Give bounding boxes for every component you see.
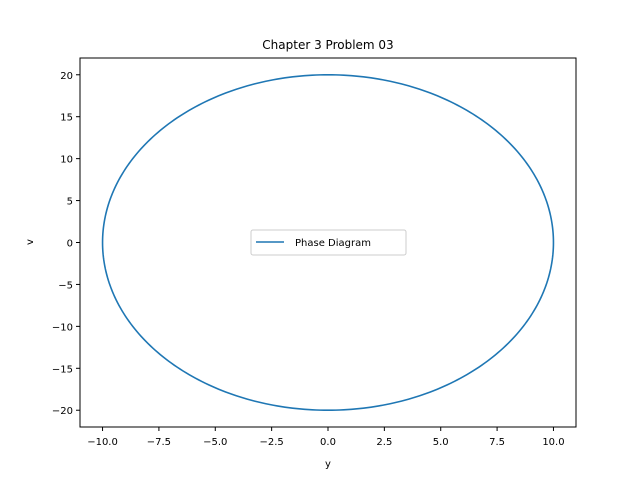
y-tick-label: 0 — [67, 239, 73, 250]
x-tick-label: 10.0 — [542, 437, 564, 448]
legend: Phase Diagram — [250, 229, 407, 256]
x-axis-label: y — [325, 459, 331, 470]
legend-box — [250, 229, 407, 256]
y-tick-label: −10 — [52, 322, 73, 333]
series-layer — [101, 73, 555, 412]
legend-entry-label: Phase Diagram — [295, 238, 371, 249]
y-tick-label: −20 — [52, 406, 73, 417]
x-tick-label: 2.5 — [376, 437, 392, 448]
x-tick-label: 0.0 — [320, 437, 336, 448]
x-tick-label: −2.5 — [259, 437, 283, 448]
y-tick-label: −5 — [58, 280, 73, 291]
y-tick-label: 20 — [60, 71, 73, 82]
y-tick-label: −15 — [52, 364, 73, 375]
y-axis: −20 −15 −10 −5 0 5 10 15 20 — [52, 71, 80, 417]
x-tick-label: 5.0 — [433, 437, 449, 448]
x-tick-label: −10.0 — [87, 437, 118, 448]
y-tick-label: 5 — [67, 197, 73, 208]
y-axis-label: v — [25, 239, 36, 245]
chart-title: Chapter 3 Problem 03 — [262, 38, 393, 52]
y-tick-label: 15 — [60, 113, 73, 124]
x-tick-label: −7.5 — [147, 437, 171, 448]
x-tick-label: 7.5 — [489, 437, 505, 448]
series-line-phase-diagram — [101, 73, 555, 412]
y-tick-label: 10 — [60, 155, 73, 166]
x-tick-label: −5.0 — [203, 437, 227, 448]
x-axis: −10.0 −7.5 −5.0 −2.5 0.0 2.5 5.0 7.5 10.0 — [87, 427, 565, 448]
